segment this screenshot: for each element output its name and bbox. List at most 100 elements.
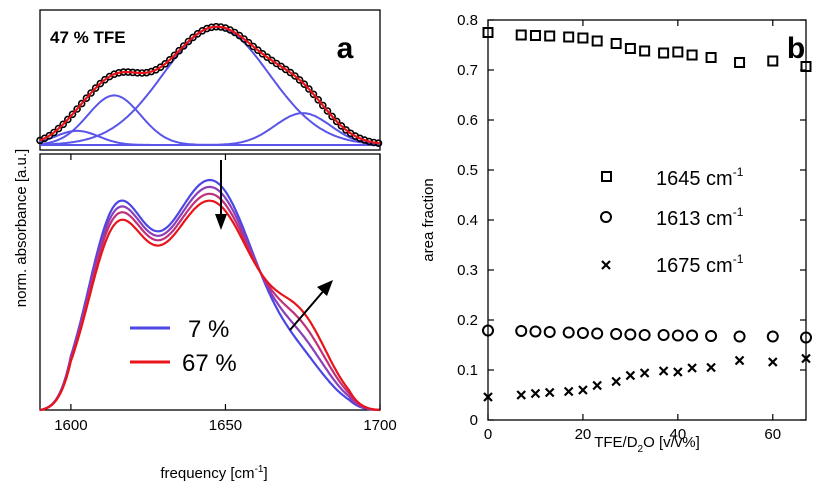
legend-label-1645: 1645 cm-1 [656,165,744,190]
data-point [323,107,332,115]
point-1645 [686,49,698,61]
data-point [179,42,188,50]
point-1675 [625,370,636,381]
data-point [54,124,63,133]
data-point [73,105,81,113]
fit-curve [39,25,381,145]
point-1613 [515,325,528,337]
panel-a-top: 47 % TFE a [36,9,383,151]
data-point [68,110,77,119]
panel-b-frame [487,19,807,421]
point-1645 [610,38,622,49]
panel-a-letter: a [337,32,354,65]
data-point [87,89,95,97]
panel-a-top-label: 47 % TFE [50,28,126,47]
data-point [300,80,309,88]
panel-b-ticks: 0 20 40 60 0 0.1 0.2 0.3 0.4 0.5 0.6 0.7 0.8 [457,12,806,443]
point-1675 [801,353,811,364]
b-xtick-label: 20 [575,426,592,443]
point-1675 [578,385,588,395]
panel-a-bottom-curves [39,178,381,412]
point-1645 [529,30,541,41]
legend-marker-square [601,171,612,182]
a-xtick-label: 1650 [209,417,242,434]
data-point [166,55,174,64]
data-point [258,49,267,58]
data-point [295,76,304,84]
data-point [309,90,318,99]
b-xtick-label: 60 [764,426,781,443]
legend-label-7: 7 % [188,316,229,343]
point-1613 [591,327,604,340]
panel-b-ylabel: area fraction [420,178,437,261]
point-1675 [658,366,669,376]
point-1613 [657,329,670,341]
b-xtick-label: 0 [484,426,492,443]
point-1675 [483,392,493,402]
data-point [59,120,68,129]
a-xtick-label: 1600 [54,417,87,434]
point-1675 [673,367,683,377]
panel-a-bottom-frame [39,153,381,411]
point-1613 [624,328,637,341]
point-1613 [543,326,556,338]
point-1613 [638,329,651,341]
point-1613 [610,328,623,340]
point-1675 [706,362,716,373]
data-point [170,51,179,60]
data-point [314,96,323,104]
data-point [184,37,193,46]
point-1645 [544,30,556,42]
point-1613 [529,325,542,338]
b-ytick-label: 0.1 [457,362,478,379]
panel-b: 0 20 40 60 0 0.1 0.2 0.3 0.4 0.5 0.6 0.7 0.8 b 1645 … [420,12,812,455]
data-point [240,35,248,43]
panel-a-xlabel-end: ] [263,465,267,482]
data-point [244,38,253,47]
component-curve-3 [40,112,381,146]
panel-a-legend: 7 % 67 % [130,316,237,377]
data-point [64,115,72,124]
point-1675 [639,368,650,378]
panel-b-xlabel: TFE/D2O [v/v%] [594,434,700,455]
data-point [337,122,346,130]
arrow-down [215,160,227,230]
point-1675 [687,363,697,373]
panel-b-points [482,27,812,402]
point-1645 [800,61,812,72]
panel-b-letter: b [787,32,805,65]
point-1613 [800,331,812,344]
spectrum-curve-27 [39,185,381,412]
point-1645 [515,29,527,41]
arrow-up-right [289,280,333,331]
legend-label-67: 67 % [182,350,237,377]
point-1675 [544,387,555,398]
data-point [77,99,86,108]
spectrum-curve-7 [39,178,381,412]
point-1613 [671,329,684,342]
legend-label-1675: 1675 cm-1 [656,252,744,277]
point-1675 [563,386,574,397]
point-1675 [734,355,745,366]
point-1613 [705,330,718,342]
legend-marker-circle [600,211,612,223]
data-point [189,33,197,42]
point-1613 [733,330,746,343]
data-point [175,46,183,55]
point-1645 [658,47,670,59]
b-ytick-label: 0.5 [457,162,478,179]
b-ytick-label: 0.6 [457,112,478,129]
panel-a-ylabel: norm. absorbance [a.u.] [13,149,30,307]
data-point [254,46,262,55]
point-1613 [482,324,494,337]
point-1675 [516,390,527,400]
point-1645 [639,45,651,57]
point-1645 [482,27,494,38]
point-1675 [611,376,621,387]
data-point [249,42,258,51]
b-ytick-label: 0.2 [457,312,478,329]
spectrum-curve-47 [39,192,381,412]
point-1675 [530,388,541,399]
point-1675 [767,357,778,367]
